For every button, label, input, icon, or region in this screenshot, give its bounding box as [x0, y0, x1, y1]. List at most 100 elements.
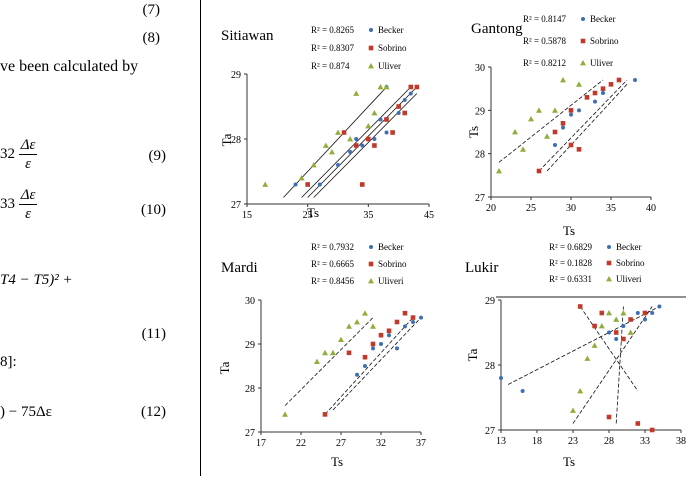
- trendline: [307, 86, 418, 198]
- legend-r2-value: R² = 0.5878: [523, 36, 567, 46]
- legend-marker-becker: [369, 28, 373, 32]
- equation-10: 33 Δε ε: [0, 186, 38, 223]
- data-point-becker: [411, 320, 415, 324]
- data-point-becker: [396, 111, 401, 115]
- paper-line-1: ve been calculated by: [0, 58, 139, 75]
- data-point-sobrino: [378, 332, 384, 338]
- trendline: [332, 317, 422, 411]
- y-tick-label: 27: [485, 426, 495, 437]
- data-point-becker: [607, 330, 611, 335]
- y-tick-label: 28: [231, 135, 241, 146]
- data-point-sobrino: [408, 84, 414, 90]
- data-point-sobrino: [592, 90, 598, 96]
- y-axis-label: Ts: [466, 126, 481, 138]
- data-point-sobrino: [372, 143, 377, 148]
- data-point-sobrino: [341, 130, 347, 135]
- data-point-uliver: [383, 84, 390, 90]
- data-point-becker: [635, 311, 640, 315]
- eq10-prefix: 33: [0, 195, 15, 212]
- legend-marker-sobrino: [368, 261, 374, 267]
- data-point-becker: [384, 130, 389, 135]
- x-tick-label: 33: [640, 436, 650, 447]
- y-tick-label: 28: [485, 361, 495, 372]
- y-tick-label: 29: [475, 106, 485, 117]
- equation-number-11: (11): [141, 326, 166, 342]
- data-point-becker: [408, 91, 413, 96]
- legend-r2-value: R² = 0.6829: [549, 242, 593, 252]
- x-axis-label: Ts: [563, 223, 575, 238]
- data-point-sobrino: [576, 147, 582, 152]
- chart-lukir: Lukir 13 18 23 28 33 38 27 28 29 Ts Ta R² = 0.6829 Be…: [465, 242, 686, 469]
- data-point-sobrino: [359, 182, 365, 187]
- y-tick-label: 27: [231, 200, 241, 211]
- equation-number-12: (12): [141, 404, 166, 420]
- legend-marker-becker: [369, 245, 373, 249]
- data-point-becker: [520, 389, 525, 393]
- legend-r2-value: R² = 0.1828: [549, 258, 593, 268]
- data-point-uliver: [310, 162, 317, 168]
- data-point-sobrino: [370, 341, 376, 347]
- data-point-sobrino: [635, 421, 641, 426]
- data-point-uliveri: [570, 407, 576, 413]
- data-point-uliveri: [613, 316, 620, 322]
- x-tick-label: 17: [256, 438, 266, 449]
- chart-title: Sitiawan: [221, 28, 274, 44]
- data-point-uliveri: [584, 355, 591, 361]
- x-tick-label: 30: [566, 203, 576, 214]
- data-point-sobrino: [560, 121, 566, 126]
- trendline: [508, 306, 660, 385]
- data-point-uliver: [353, 90, 360, 96]
- legend-series-name: Sobrino: [590, 36, 619, 46]
- equation-9: 32 Δε ε: [0, 136, 38, 173]
- data-point-sobrino: [402, 110, 408, 116]
- y-tick-label: 29: [245, 340, 255, 351]
- legend-r2-value: R² = 0.8265: [311, 25, 355, 35]
- data-point-sobrino: [568, 142, 574, 148]
- x-tick-label: 27: [336, 438, 346, 449]
- data-point-uliver: [347, 136, 354, 142]
- data-point-becker: [348, 150, 353, 154]
- legend-series-name: Uliveri: [378, 276, 404, 286]
- legend-r2-value: R² = 0.7932: [311, 242, 354, 252]
- legend-marker-sobrino: [580, 38, 586, 44]
- data-point-becker: [293, 182, 298, 187]
- data-point-sobrino: [649, 427, 655, 433]
- data-point-becker: [499, 376, 503, 380]
- data-point-becker: [553, 143, 557, 147]
- x-tick-label: 20: [486, 203, 496, 214]
- data-point-sobrino: [536, 168, 542, 174]
- data-point-becker: [561, 125, 565, 130]
- x-tick-label: 23: [568, 436, 578, 447]
- data-point-sobrino: [621, 336, 626, 342]
- data-point-uliver: [560, 77, 566, 83]
- legend-series-name: Sobrino: [378, 259, 407, 269]
- data-point-uliveri: [598, 323, 605, 329]
- x-tick-label: 15: [242, 210, 252, 221]
- data-point-uliver: [377, 84, 384, 90]
- y-tick-label: 29: [231, 70, 241, 81]
- data-point-uliver: [262, 181, 269, 187]
- trendline: [301, 86, 412, 198]
- legend-r2-value: R² = 0.6331: [549, 274, 592, 284]
- eq10-numerator: Δε: [18, 187, 38, 205]
- data-point-uliver: [576, 81, 582, 87]
- data-point-sobrino: [592, 323, 597, 329]
- data-point-becker: [621, 324, 626, 328]
- data-point-uliveri: [362, 310, 368, 316]
- trendline: [538, 79, 628, 172]
- data-point-sobrino: [410, 315, 416, 320]
- data-point-uliver: [365, 123, 372, 129]
- data-point-becker: [371, 346, 375, 351]
- equation-number-8: (8): [142, 30, 161, 46]
- equation-number-9: (9): [148, 148, 167, 164]
- y-tick-label: 28: [245, 384, 255, 395]
- data-point-sobrino: [616, 77, 622, 83]
- data-point-sobrino: [608, 82, 614, 87]
- y-tick-label: 30: [245, 296, 255, 307]
- data-point-uliver: [322, 142, 329, 148]
- data-point-uliveri: [577, 388, 584, 394]
- data-point-uliveri: [370, 323, 376, 329]
- legend-marker-uliveri: [606, 276, 612, 282]
- data-point-sobrino: [642, 310, 648, 316]
- data-point-sobrino: [390, 130, 395, 135]
